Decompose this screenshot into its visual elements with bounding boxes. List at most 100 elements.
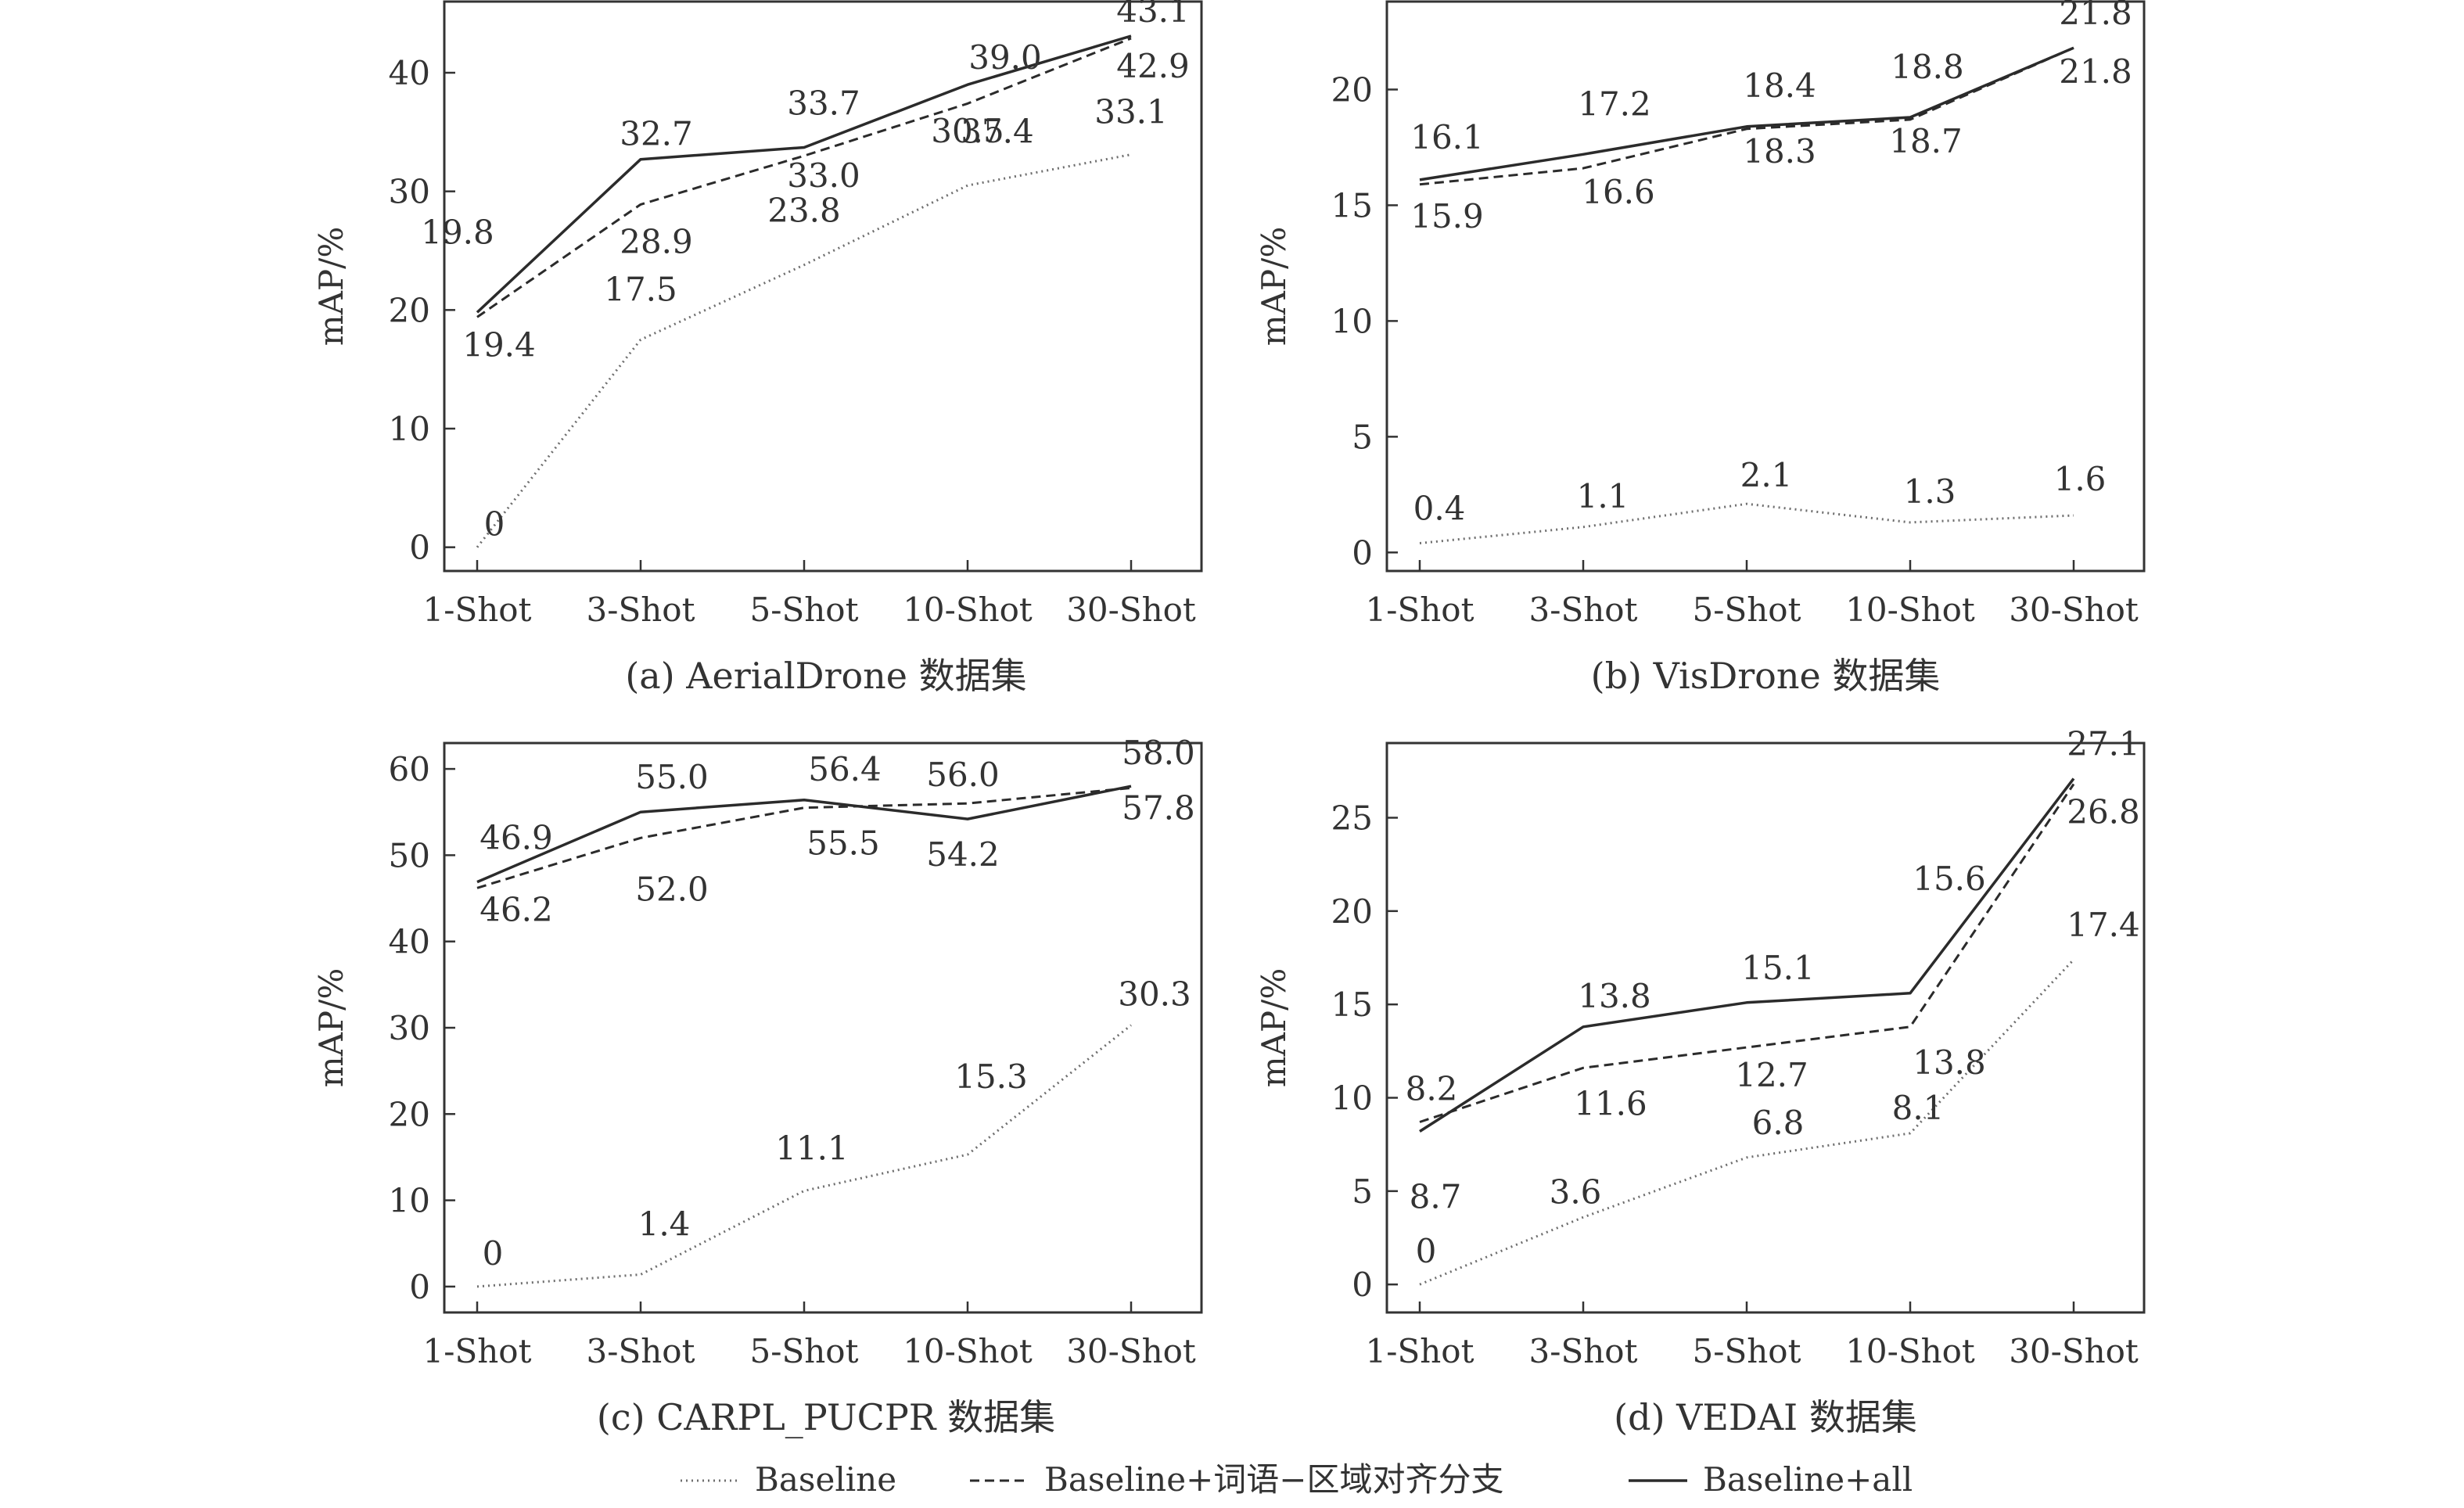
x-tick-label: 30-Shot bbox=[1066, 591, 1196, 629]
panel-caption: (d) VEDAI 数据集 bbox=[1614, 1396, 1917, 1438]
data-label-all: 43.1 bbox=[1116, 0, 1190, 30]
data-label-baseline: 1.3 bbox=[1904, 472, 1956, 511]
x-tick-label: 5-Shot bbox=[750, 1332, 859, 1370]
data-label-all: 27.1 bbox=[2067, 724, 2140, 763]
y-axis-label: mAP/% bbox=[312, 968, 350, 1087]
data-label-baseline: 0 bbox=[483, 1234, 504, 1273]
y-tick-label: 40 bbox=[389, 923, 430, 961]
data-label-word-region: 16.6 bbox=[1582, 173, 1655, 211]
y-tick-label: 60 bbox=[389, 750, 430, 788]
x-tick-label: 3-Shot bbox=[587, 1332, 695, 1370]
data-label-word-region: 56.0 bbox=[926, 756, 1000, 794]
data-label-all: 33.7 bbox=[787, 84, 860, 123]
x-tick-label: 1-Shot bbox=[1366, 1332, 1474, 1370]
data-label-all: 46.9 bbox=[480, 819, 553, 857]
data-label-baseline: 3.6 bbox=[1550, 1172, 1602, 1211]
x-tick-label: 1-Shot bbox=[423, 591, 532, 629]
data-label-word-region: 26.8 bbox=[2067, 793, 2140, 831]
data-label-word-region: 21.8 bbox=[2059, 52, 2132, 91]
data-label-word-region: 37.4 bbox=[961, 112, 1034, 150]
data-label-baseline: 6.8 bbox=[1752, 1104, 1805, 1142]
y-tick-label: 0 bbox=[1352, 1266, 1373, 1304]
panel-caption: (b) VisDrone 数据集 bbox=[1591, 655, 1941, 697]
data-label-baseline: 15.3 bbox=[954, 1057, 1028, 1096]
y-tick-label: 0 bbox=[409, 1268, 430, 1306]
y-tick-label: 15 bbox=[1331, 186, 1373, 224]
panel-caption: (c) CARPL_PUCPR 数据集 bbox=[597, 1396, 1055, 1438]
legend-baseline-label: Baseline bbox=[755, 1460, 896, 1499]
series-line-all bbox=[476, 785, 1132, 884]
x-tick-label: 30-Shot bbox=[1066, 1332, 1196, 1370]
data-label-word-region: 11.6 bbox=[1574, 1084, 1647, 1122]
series-line-baseline bbox=[1419, 958, 2075, 1286]
series-line-all bbox=[1419, 777, 2075, 1133]
panel-caption: (a) AerialDrone 数据集 bbox=[625, 655, 1026, 697]
x-tick-label: 3-Shot bbox=[1529, 591, 1638, 629]
plot-frame bbox=[1385, 741, 2146, 1314]
data-label-baseline: 33.1 bbox=[1094, 93, 1168, 131]
chart-panel-c: 0 10 20 30 40 50 60 1-Shot 3-Shot 5-Shot 10-Shot 30… bbox=[312, 734, 1203, 1438]
y-tick-label: 10 bbox=[1331, 302, 1373, 340]
data-label-baseline: 17.5 bbox=[604, 270, 677, 308]
x-tick-label: 3-Shot bbox=[1529, 1332, 1638, 1370]
data-label-baseline: 0.4 bbox=[1413, 489, 1466, 527]
legend: Baseline Baseline+词语−区域对齐分支 Baseline+all bbox=[681, 1460, 1913, 1499]
data-label-all: 18.8 bbox=[1891, 48, 1964, 86]
x-tick-label: 5-Shot bbox=[1693, 591, 1801, 629]
x-tick-label: 10-Shot bbox=[903, 591, 1033, 629]
y-axis-label: mAP/% bbox=[312, 227, 350, 346]
series-line-word-region bbox=[1419, 783, 2075, 1123]
data-label-baseline: 1.6 bbox=[2054, 460, 2107, 498]
data-label-all: 54.2 bbox=[926, 835, 1000, 874]
series-line-baseline bbox=[1419, 502, 2074, 544]
data-label-all: 56.4 bbox=[808, 750, 882, 788]
chart-panel-d: 0 5 10 15 20 25 1-Shot 3-Shot 5-Shot 10-Shot 30-Sh… bbox=[1255, 724, 2146, 1438]
chart-panel-b: 0 5 10 15 20 1-Shot 3-Shot 5-Shot 10-Shot 30-Shot… bbox=[1255, 0, 2146, 697]
y-tick-label: 20 bbox=[389, 291, 430, 329]
data-label-all: 21.8 bbox=[2059, 0, 2132, 32]
data-label-word-region: 57.8 bbox=[1122, 788, 1195, 827]
x-tick-label: 3-Shot bbox=[587, 591, 695, 629]
legend-all-label: Baseline+all bbox=[1703, 1460, 1913, 1499]
y-tick-label: 40 bbox=[389, 54, 430, 92]
data-label-baseline: 0 bbox=[1416, 1232, 1437, 1270]
x-tick-label: 30-Shot bbox=[2009, 1332, 2139, 1370]
data-label-all: 16.1 bbox=[1410, 118, 1484, 156]
y-tick-label: 10 bbox=[389, 1182, 430, 1220]
plot-frame bbox=[443, 0, 1203, 573]
data-label-word-region: 8.7 bbox=[1410, 1178, 1462, 1216]
series-line-word-region bbox=[476, 786, 1132, 889]
data-label-word-region: 55.5 bbox=[806, 824, 880, 863]
series-line-all bbox=[476, 34, 1132, 314]
x-tick-label: 5-Shot bbox=[1693, 1332, 1801, 1370]
x-tick-label: 10-Shot bbox=[1845, 591, 1975, 629]
data-label-all: 39.0 bbox=[968, 38, 1042, 77]
data-label-all: 13.8 bbox=[1578, 977, 1651, 1015]
data-label-baseline: 23.8 bbox=[767, 192, 841, 230]
data-label-all: 15.6 bbox=[1913, 860, 1986, 898]
x-tick-label: 10-Shot bbox=[1845, 1332, 1975, 1370]
data-label-word-region: 33.0 bbox=[787, 156, 860, 195]
y-tick-label: 20 bbox=[1331, 892, 1373, 931]
data-label-baseline: 11.1 bbox=[775, 1129, 849, 1167]
data-label-baseline: 2.1 bbox=[1740, 456, 1793, 494]
y-axis-label: mAP/% bbox=[1255, 968, 1293, 1087]
data-label-all: 55.0 bbox=[635, 758, 709, 796]
y-tick-label: 50 bbox=[389, 836, 430, 874]
data-label-word-region: 18.3 bbox=[1743, 132, 1816, 171]
y-tick-label: 10 bbox=[389, 410, 430, 448]
x-tick-label: 1-Shot bbox=[423, 1332, 532, 1370]
data-label-word-region: 18.7 bbox=[1889, 122, 1963, 160]
data-label-word-region: 13.8 bbox=[1913, 1043, 1986, 1082]
x-tick-label: 10-Shot bbox=[903, 1332, 1033, 1370]
chart-panel-a: 0 10 20 30 40 1-Shot 3-Shot 5-Shot 10-Shot 30-Sho… bbox=[312, 0, 1203, 697]
data-label-all: 19.8 bbox=[421, 213, 494, 251]
data-label-all: 15.1 bbox=[1741, 949, 1815, 987]
data-label-word-region: 12.7 bbox=[1735, 1056, 1808, 1094]
y-axis-label: mAP/% bbox=[1255, 227, 1293, 346]
series-line-baseline bbox=[476, 153, 1132, 548]
data-label-all: 17.2 bbox=[1578, 84, 1651, 123]
y-tick-label: 0 bbox=[409, 529, 430, 567]
data-label-all: 8.2 bbox=[1406, 1069, 1458, 1108]
